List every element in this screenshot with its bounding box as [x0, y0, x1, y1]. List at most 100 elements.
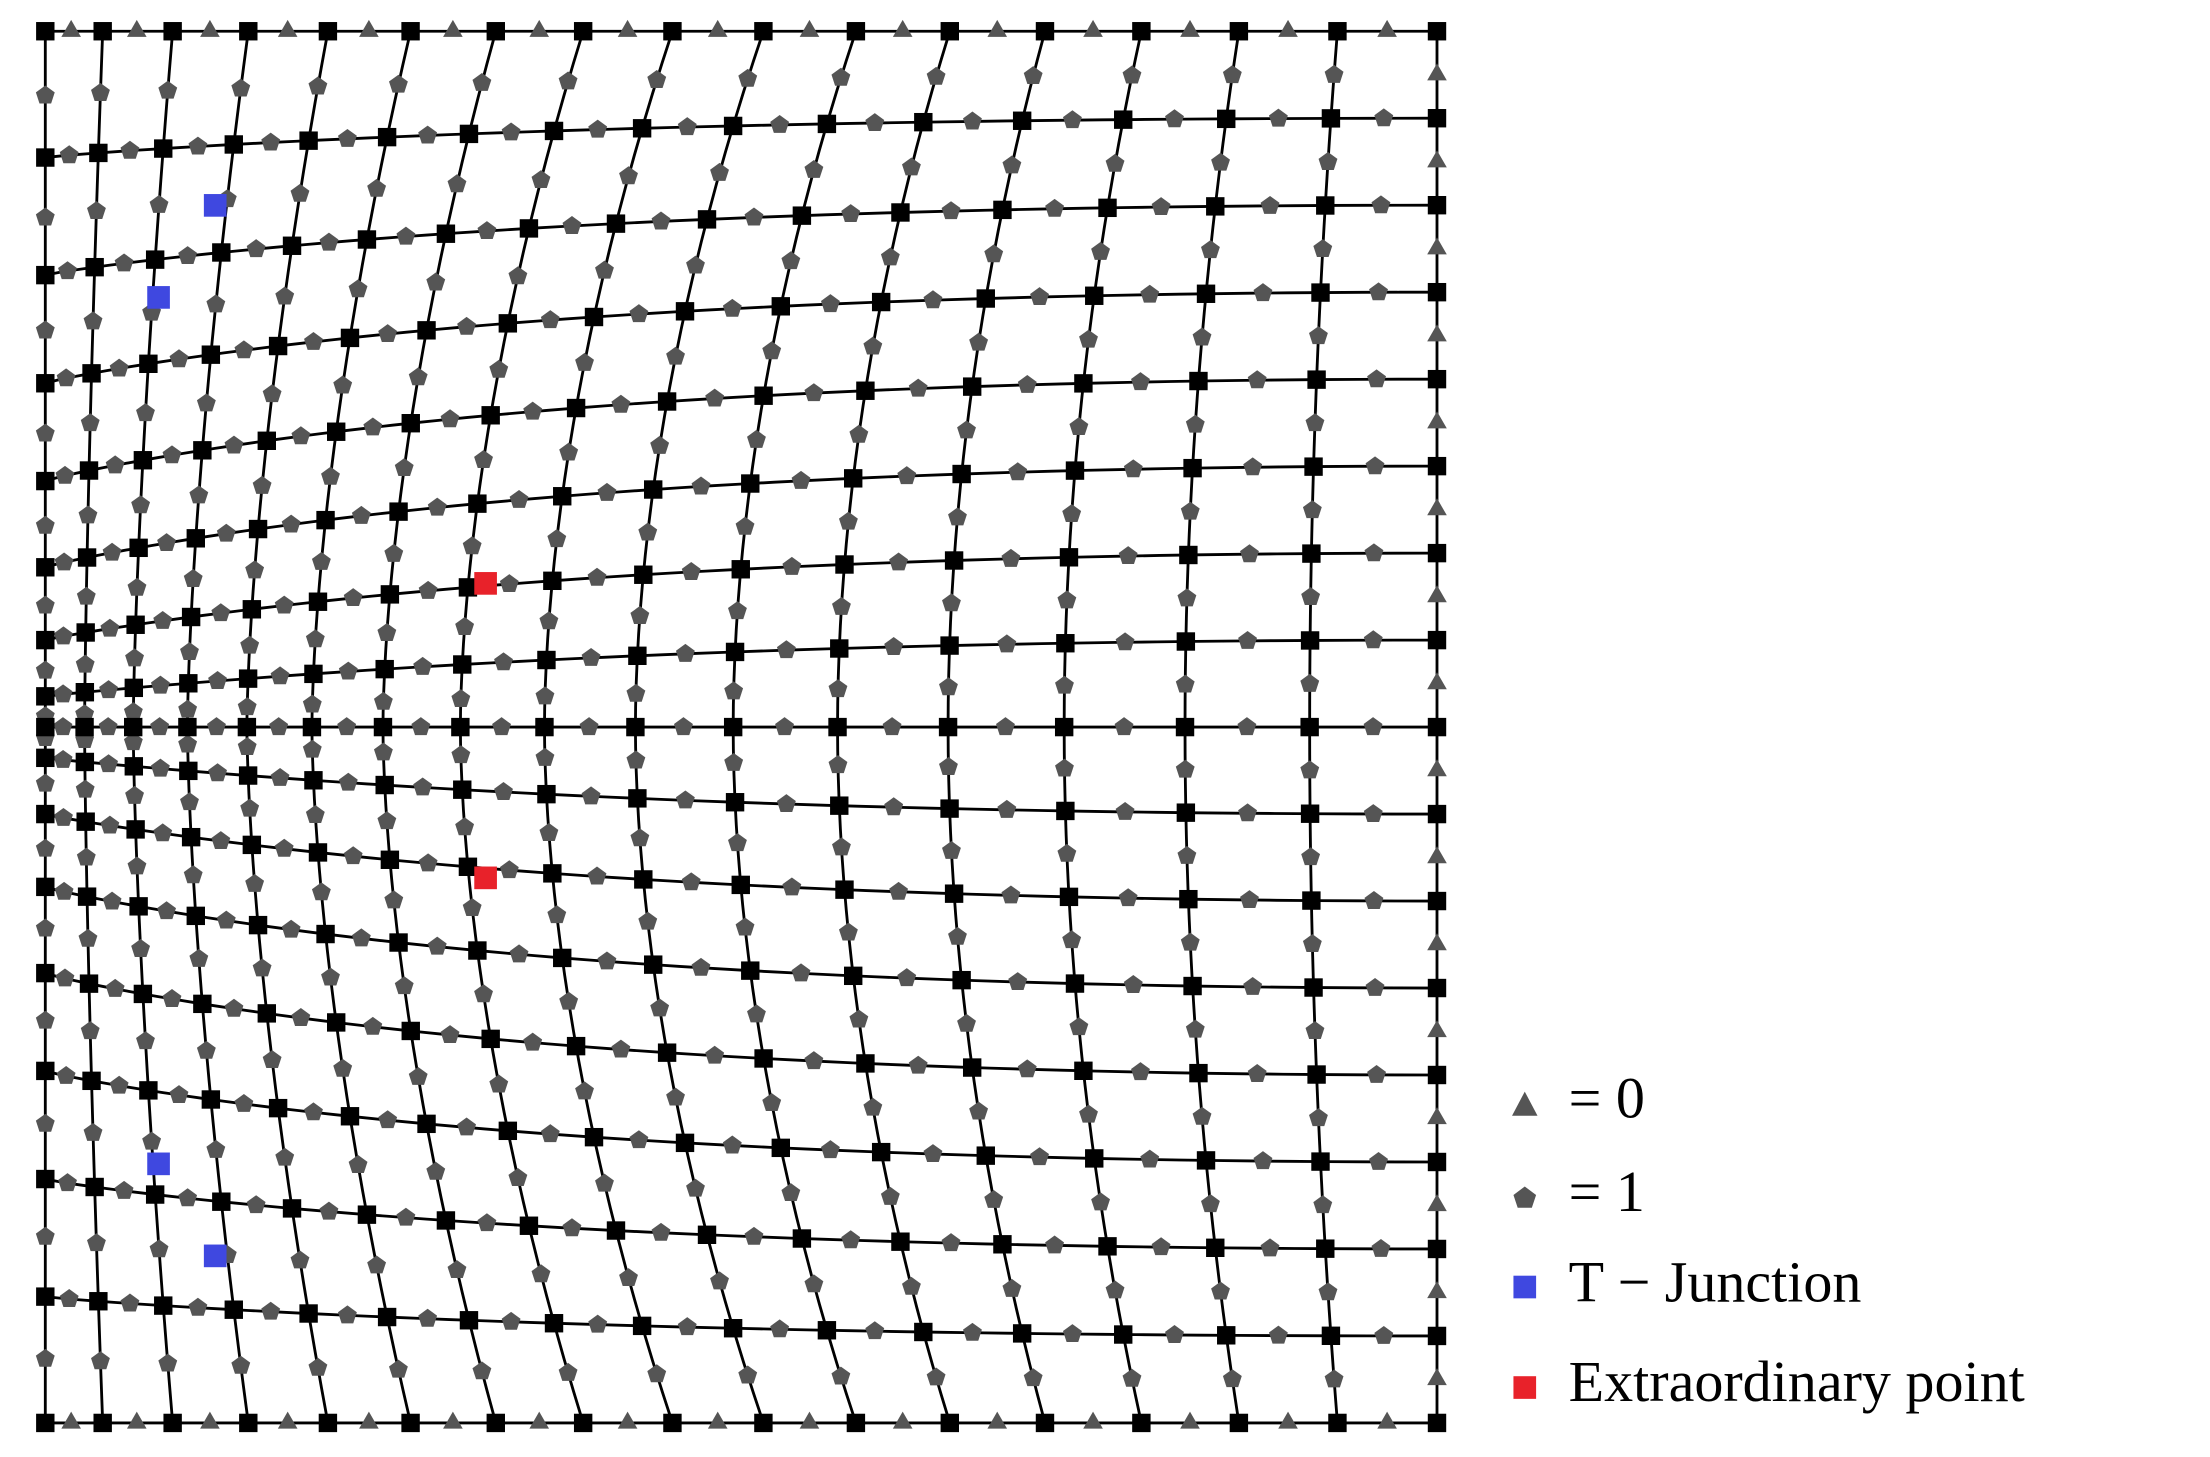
weight-one-marker [820, 294, 840, 313]
weight-one-marker [367, 1255, 387, 1274]
control-point [36, 374, 55, 393]
control-point [938, 717, 958, 737]
weight-one-marker [216, 523, 236, 542]
weight-one-marker [35, 660, 55, 679]
weight-one-marker [638, 522, 658, 541]
weight-one-marker [666, 1087, 685, 1106]
weight-one-marker [158, 80, 178, 99]
control-point [179, 674, 198, 693]
weight-zero-marker [987, 1411, 1008, 1429]
control-point [75, 752, 95, 772]
weight-one-marker [782, 877, 802, 896]
weight-one-marker [333, 375, 353, 394]
control-point [1059, 887, 1079, 907]
weight-one-marker [865, 113, 885, 132]
weight-zero-marker [1427, 63, 1447, 81]
control-point [537, 650, 556, 670]
weight-zero-marker [1427, 237, 1447, 255]
weight-one-marker [908, 378, 928, 397]
weight-one-marker [849, 1009, 869, 1028]
weight-one-marker [494, 652, 513, 671]
weight-one-marker [926, 66, 946, 85]
control-point [36, 877, 55, 897]
weight-one-marker [183, 569, 203, 587]
control-point [846, 1413, 866, 1433]
weight-one-marker [91, 1351, 110, 1370]
weight-one-marker [1369, 1151, 1388, 1170]
weight-zero-marker [617, 1411, 638, 1429]
weight-one-marker [997, 634, 1017, 653]
weight-one-marker [262, 384, 282, 403]
weight-one-marker [629, 304, 649, 323]
weight-zero-marker [1427, 846, 1447, 864]
weight-one-marker [234, 340, 254, 359]
control-point [89, 1292, 108, 1311]
control-point [1056, 634, 1075, 653]
weight-one-marker [291, 426, 311, 445]
weight-one-marker [56, 368, 76, 387]
weight-one-marker [100, 618, 120, 637]
weight-one-marker [1002, 155, 1022, 174]
weight-one-marker [142, 1131, 162, 1150]
weight-one-marker [394, 976, 414, 995]
control-point [1328, 22, 1347, 41]
control-point [268, 336, 288, 356]
weight-zero-marker [200, 1411, 220, 1429]
weight-one-marker [1180, 501, 1200, 520]
weight-one-marker [343, 588, 363, 607]
weight-one-marker [941, 201, 961, 220]
weight-zero-marker [987, 19, 1008, 37]
weight-one-marker [427, 936, 447, 955]
control-point [79, 461, 99, 480]
weight-one-marker [351, 505, 371, 524]
control-point [93, 1413, 112, 1433]
control-point [340, 1107, 360, 1126]
weight-one-marker [224, 998, 244, 1017]
control-point [459, 124, 479, 144]
weight-one-marker [55, 968, 75, 987]
control-point [993, 1235, 1012, 1254]
weight-one-marker [1062, 504, 1082, 523]
control-point [82, 1071, 101, 1091]
control-point [584, 307, 604, 327]
weight-one-marker [269, 717, 289, 736]
control-point [163, 1413, 182, 1433]
weight-one-marker [35, 595, 55, 614]
weight-one-marker [150, 717, 170, 736]
control-point [553, 948, 572, 968]
weight-one-marker [252, 958, 272, 977]
control-point [380, 585, 400, 604]
weight-one-marker [509, 944, 529, 963]
weight-one-marker [539, 823, 559, 841]
control-point [327, 422, 346, 441]
weight-one-marker [722, 1135, 742, 1154]
weight-zero-marker [1427, 933, 1447, 951]
weight-one-marker [234, 1093, 254, 1112]
weight-one-marker [319, 1201, 339, 1220]
mesh-line [44, 377, 1437, 483]
weight-one-marker [540, 310, 560, 329]
weight-one-marker [304, 1102, 323, 1121]
control-point [1114, 1325, 1133, 1344]
control-point [459, 1311, 479, 1330]
t-junction-point [147, 1152, 170, 1176]
control-point [401, 1413, 420, 1433]
control-point [543, 571, 562, 591]
weight-one-marker [1253, 1151, 1273, 1170]
control-point [1065, 974, 1085, 993]
control-point [129, 897, 148, 916]
weight-one-marker [53, 749, 73, 768]
weight-one-marker [149, 1239, 169, 1258]
weight-one-marker [1222, 65, 1242, 84]
weight-one-marker [762, 1093, 782, 1111]
control-point [257, 1004, 277, 1023]
weight-one-marker [1318, 152, 1338, 170]
weight-one-marker [308, 76, 328, 95]
weight-one-marker [1055, 758, 1074, 777]
control-point [1427, 109, 1447, 128]
control-point [79, 974, 99, 993]
control-point [1229, 1413, 1249, 1433]
weight-one-marker [207, 717, 226, 736]
weight-one-marker [125, 785, 144, 804]
weight-one-marker [427, 497, 447, 516]
